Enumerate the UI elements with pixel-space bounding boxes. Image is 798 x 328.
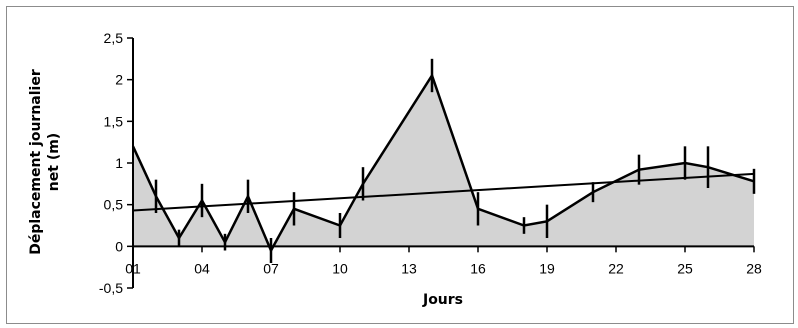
y-tick-label: 0 (115, 238, 123, 254)
tick-labels: -0,5 0 0,5 1 1,5 2 2,5 01 04 07 10 13 16 19 22 25 28 (99, 30, 762, 296)
x-tick-label: 01 (125, 260, 141, 276)
series-area (133, 75, 754, 251)
x-tick-label: 19 (539, 260, 555, 276)
trendline (132, 172, 755, 212)
x-tick-label: 25 (677, 260, 693, 276)
y-axis-title: Déplacement journalier net (m) (28, 69, 62, 255)
x-tick-label: 07 (263, 260, 279, 276)
x-tick-label: 13 (401, 260, 417, 276)
x-tick-label: 10 (332, 260, 348, 276)
error-bars (154, 58, 756, 263)
area-layer (133, 75, 754, 251)
axis-layer (127, 37, 755, 289)
y-axis-title-line-2: net (m) (46, 133, 62, 191)
y-tick-label: 2 (115, 72, 123, 88)
x-tick-label: 28 (746, 260, 762, 276)
y-tick-label: 2,5 (104, 30, 124, 46)
x-axis-title: Jours (422, 292, 463, 308)
x-tick-label: 16 (470, 260, 486, 276)
y-axis-title-line-1: Déplacement journalier (28, 69, 44, 255)
x-tick-label: 04 (194, 260, 210, 276)
y-tick-label: 1 (115, 155, 123, 171)
y-tick-label: -0,5 (99, 280, 123, 296)
y-tick-label: 1,5 (104, 113, 124, 129)
x-tick-label: 22 (608, 260, 624, 276)
trend-layer (132, 172, 755, 212)
y-tick-label: 0,5 (104, 197, 124, 213)
